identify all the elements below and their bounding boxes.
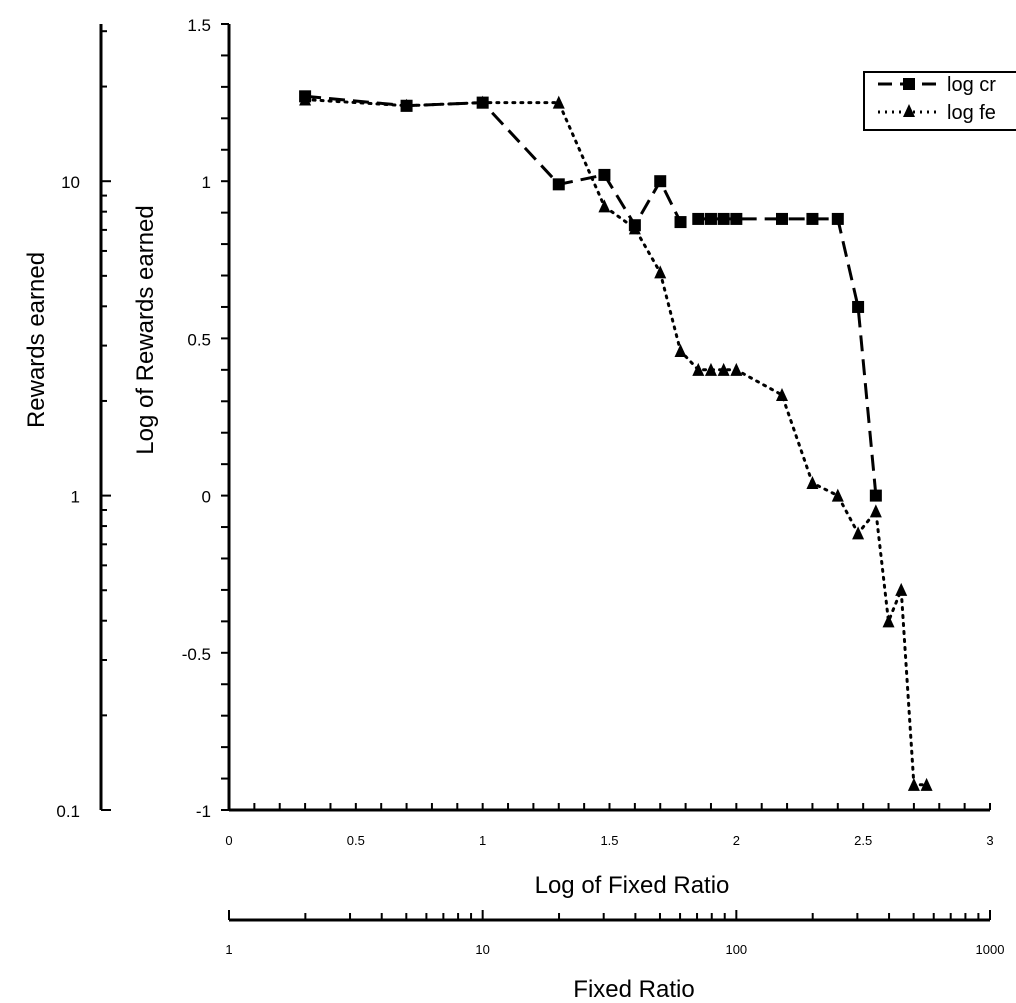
x-tick-label: 0 <box>225 833 232 848</box>
primary-y-axis: -1 -0.5 0 0.5 1 1.5 <box>182 16 231 821</box>
data-point-log-cr <box>674 216 687 229</box>
legend: log cr log fe <box>863 71 1016 131</box>
x-axis-title: Log of Fixed Ratio <box>535 872 730 899</box>
secondary-y-axis-title: Rewards earned <box>23 252 50 428</box>
data-point-log-fe <box>692 362 705 376</box>
secondary-y-axis: 0.1110100 <box>56 24 111 821</box>
data-point-log-fe <box>704 362 717 376</box>
secondary-y-tick-label: 10 <box>61 173 80 192</box>
secondary-y-tick-label: 0.1 <box>56 802 80 821</box>
secondary-x-axis-title: Fixed Ratio <box>573 976 694 1003</box>
data-point-log-fe <box>654 265 667 279</box>
data-point-log-cr <box>654 175 667 188</box>
plot-area <box>299 90 933 791</box>
y-tick-label: -0.5 <box>182 645 211 664</box>
y-axis-title: Log of Rewards earned <box>132 205 159 455</box>
data-point-log-cr <box>598 168 611 181</box>
secondary-x-tick-label: 10 <box>475 942 489 957</box>
x-tick-label: 0.5 <box>347 833 365 848</box>
data-point-log-cr <box>869 489 882 502</box>
x-tick-label: 2 <box>733 833 740 848</box>
data-point-log-fe <box>895 582 908 596</box>
data-point-log-fe <box>775 387 788 401</box>
data-point-log-fe <box>831 488 844 502</box>
data-point-log-cr <box>704 212 717 225</box>
data-point-log-fe <box>882 614 895 628</box>
legend-label-log-fe: log fe <box>947 102 996 124</box>
y-tick-label: 0.5 <box>187 330 211 349</box>
x-tick-label: 1 <box>479 833 486 848</box>
secondary-x-axis: 1 10 100 1000 <box>225 910 1004 957</box>
data-point-log-fe <box>717 362 730 376</box>
series-line-log-cr <box>304 94 878 496</box>
y-tick-label: 0 <box>202 488 211 507</box>
data-point-log-cr <box>552 178 565 191</box>
secondary-y-tick-label: 1 <box>71 488 80 507</box>
data-point-log-fe <box>552 95 565 109</box>
legend-box <box>863 71 1016 131</box>
x-tick-label: 2.5 <box>854 833 872 848</box>
data-point-log-fe <box>806 476 819 490</box>
x-axis: 0 0.5 1 1.5 2 2.5 3 <box>225 803 994 848</box>
data-point-log-fe <box>628 221 641 235</box>
data-point-log-cr <box>831 212 844 225</box>
y-tick-label: 1.5 <box>187 16 211 35</box>
y-tick-label: -1 <box>196 802 211 821</box>
data-point-log-cr <box>730 212 743 225</box>
data-point-log-cr <box>692 212 705 225</box>
secondary-x-tick-label: 100 <box>725 942 747 957</box>
data-point-log-fe <box>476 95 489 109</box>
data-point-log-fe <box>400 98 413 112</box>
x-tick-label: 1.5 <box>600 833 618 848</box>
data-point-log-fe <box>730 362 743 376</box>
data-point-log-fe <box>852 526 865 540</box>
secondary-x-tick-label: 1000 <box>976 942 1005 957</box>
data-point-log-cr <box>775 212 788 225</box>
secondary-x-tick-label: 1 <box>225 942 232 957</box>
data-point-log-fe <box>299 92 312 106</box>
data-point-log-fe <box>907 777 920 791</box>
series-line-log-fe <box>303 98 929 787</box>
legend-marker-log-fe <box>903 104 915 117</box>
data-point-log-fe <box>598 199 611 213</box>
legend-label-log-cr: log cr <box>947 74 996 96</box>
data-point-log-fe <box>920 777 933 791</box>
data-point-log-cr <box>806 212 819 225</box>
data-point-log-fe <box>674 343 687 357</box>
data-point-log-fe <box>869 504 882 518</box>
data-point-log-cr <box>717 212 730 225</box>
x-tick-label: 3 <box>986 833 993 848</box>
legend-marker-log-cr <box>903 78 915 90</box>
y-tick-label: 1 <box>202 173 211 192</box>
data-point-log-cr <box>852 300 865 313</box>
